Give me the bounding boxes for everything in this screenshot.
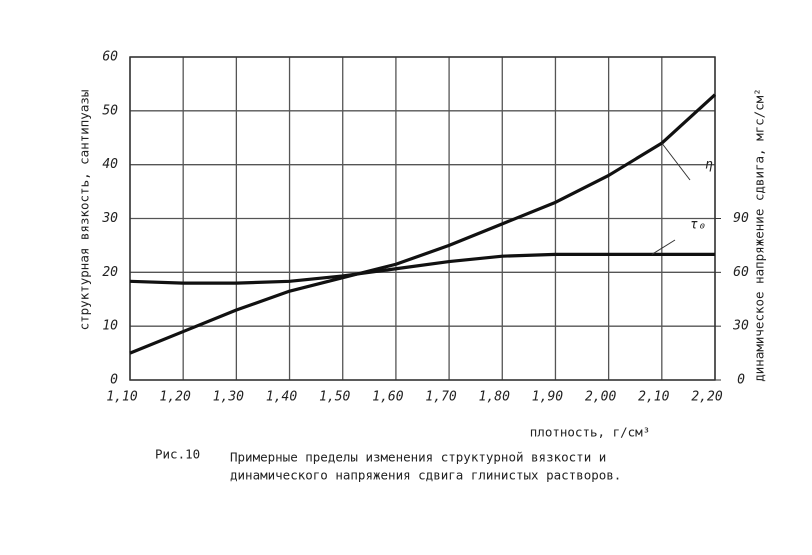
- y-tick-label: 50: [102, 103, 118, 118]
- caption-line: динамического напряжения сдвига глинисты…: [230, 468, 621, 483]
- y-tick-label: 60: [102, 50, 118, 65]
- x-axis-label: плотность, г/см³: [530, 425, 650, 440]
- caption-label: Рис.10: [155, 447, 200, 462]
- y2-tick-label: 90: [733, 211, 749, 226]
- x-tick-label: 2,10: [638, 390, 669, 405]
- y-tick-label: 40: [102, 157, 118, 172]
- y-axis-label: структурная вязкость, сантипуазы: [77, 90, 92, 331]
- x-tick-label: 1,80: [479, 390, 510, 405]
- x-tick-label: 2,20: [691, 390, 722, 405]
- x-tick-label: 1,40: [266, 390, 297, 405]
- x-tick-label: 1,60: [372, 390, 403, 405]
- caption-line: Примерные пределы изменения структурной …: [230, 450, 606, 465]
- x-tick-label: 1,20: [160, 390, 191, 405]
- x-tick-label: 2,00: [585, 390, 616, 405]
- y-tick-label: 0: [110, 373, 118, 388]
- y-tick-label: 10: [102, 319, 118, 334]
- x-tick-label: 1,30: [213, 390, 244, 405]
- y2-axis-label: динамическое напряжение сдвига, мгс/см²: [752, 88, 767, 382]
- series-line: [129, 93, 717, 355]
- x-tick-label: 1,90: [532, 390, 563, 405]
- series-label: τ₀: [690, 218, 706, 233]
- x-tick-label: 1,10: [106, 390, 137, 405]
- y-tick-label: 30: [101, 211, 118, 226]
- annotation-leader: [651, 239, 676, 255]
- series-line: [129, 252, 715, 285]
- plot-frame: [129, 56, 716, 381]
- y2-tick-label: 30: [732, 319, 749, 334]
- annotation-leader: [661, 142, 691, 181]
- x-tick-label: 1,50: [319, 390, 350, 405]
- x-tick-label: 1,70: [425, 390, 456, 405]
- y2-tick-label: 60: [733, 265, 749, 280]
- y2-tick-label: 0: [737, 373, 745, 388]
- series-label: η: [705, 158, 713, 173]
- y-tick-label: 20: [102, 265, 118, 280]
